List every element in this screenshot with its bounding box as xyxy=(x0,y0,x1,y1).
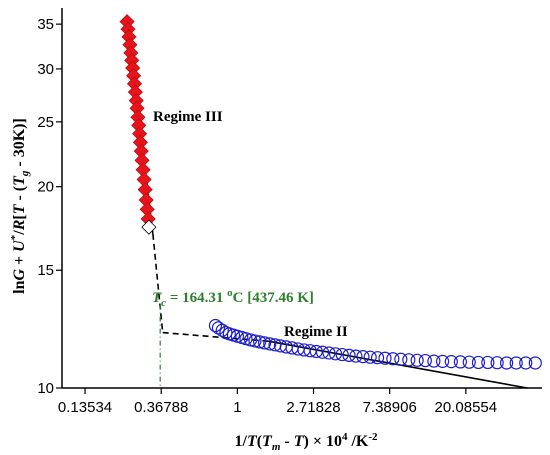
point-regime-ii-45 xyxy=(499,356,514,370)
tc-annotation: Tc​ = 164.31 o​C [437.46 K] xyxy=(152,287,314,309)
point-regime-ii-12 xyxy=(258,336,272,350)
point-regime-ii-27 xyxy=(349,349,363,363)
point-regime-ii-34 xyxy=(402,353,416,367)
point-regime-ii-47 xyxy=(519,356,533,370)
point-regime-ii-0 xyxy=(208,318,223,333)
x-axis-title: 1/T(Tm​ - T) × 104​ /K-2​ xyxy=(234,431,378,453)
y-tick-label-0: 10 xyxy=(37,380,54,397)
point-regime-ii-10 xyxy=(248,334,262,348)
data-series xyxy=(119,14,542,370)
point-regime-ii-21 xyxy=(309,344,323,359)
y-tick-label-4: 30 xyxy=(37,61,54,78)
point-regime-ii-24 xyxy=(328,347,343,361)
x-tick-label-1: 0.36788 xyxy=(134,399,188,416)
point-regime-ii-38 xyxy=(435,354,450,368)
point-regime-ii-39 xyxy=(444,355,458,369)
x-tick-label-3: 2.71828 xyxy=(286,399,340,416)
point-regime-ii-33 xyxy=(394,352,408,366)
y-tick-label-2: 20 xyxy=(37,179,54,196)
point-regime-ii-25 xyxy=(335,347,349,362)
y-tick-label-3: 25 xyxy=(37,114,54,131)
point-regime-ii-41 xyxy=(462,355,476,369)
point-regime-ii-11 xyxy=(253,335,267,349)
point-regime-ii-37 xyxy=(427,354,441,368)
point-regime-ii-23 xyxy=(322,346,336,360)
x-tick-label-0: 0.13534 xyxy=(58,399,112,416)
point-regime-ii-13 xyxy=(263,337,277,351)
point-regime-ii-22 xyxy=(315,345,330,359)
point-regime-ii-2 xyxy=(215,323,229,337)
point-regime-ii-1 xyxy=(211,321,226,335)
regime-ii-label: Regime II xyxy=(284,324,348,340)
point-regime-ii-26 xyxy=(342,348,356,362)
y-axis-title: lnG + U*​/R[T - (Tg​ - 30K)] xyxy=(9,118,31,294)
x-tick-label-2: 1 xyxy=(233,399,241,416)
regime-iii-label: Regime III xyxy=(153,109,223,125)
axis-ticks: 0.13534 0.36788 1 2.71828 7.38906 20.08554 10 1… xyxy=(37,16,497,416)
point-regime-ii-28 xyxy=(356,350,370,364)
axes xyxy=(61,8,542,389)
fit-line-2 xyxy=(162,331,269,342)
point-regime-ii-44 xyxy=(490,356,504,370)
point-regime-ii-30 xyxy=(370,351,385,365)
point-regime-ii-29 xyxy=(363,350,377,364)
point-regime-ii-40 xyxy=(453,355,467,369)
fit-line-1 xyxy=(152,233,164,333)
point-regime-ii-8 xyxy=(239,332,253,346)
point-regime-ii-9 xyxy=(244,333,258,347)
point-regime-ii-46 xyxy=(509,356,523,370)
point-regime-ii-43 xyxy=(481,355,495,370)
point-regime-ii-35 xyxy=(410,353,424,367)
point-regime-iii-24 xyxy=(141,219,157,235)
series-regime-ii xyxy=(208,318,542,370)
point-regime-ii-31 xyxy=(378,351,392,365)
series-regime-iii xyxy=(119,14,157,235)
point-regime-ii-48 xyxy=(528,356,542,370)
point-regime-ii-36 xyxy=(418,353,432,368)
x-tick-label-5: 20.08554 xyxy=(435,399,498,416)
y-tick-label-5: 35 xyxy=(37,16,54,33)
y-tick-label-1: 15 xyxy=(37,262,54,279)
point-regime-ii-32 xyxy=(386,352,400,366)
point-regime-ii-42 xyxy=(471,355,486,370)
x-tick-label-4: 7.38906 xyxy=(363,399,417,416)
